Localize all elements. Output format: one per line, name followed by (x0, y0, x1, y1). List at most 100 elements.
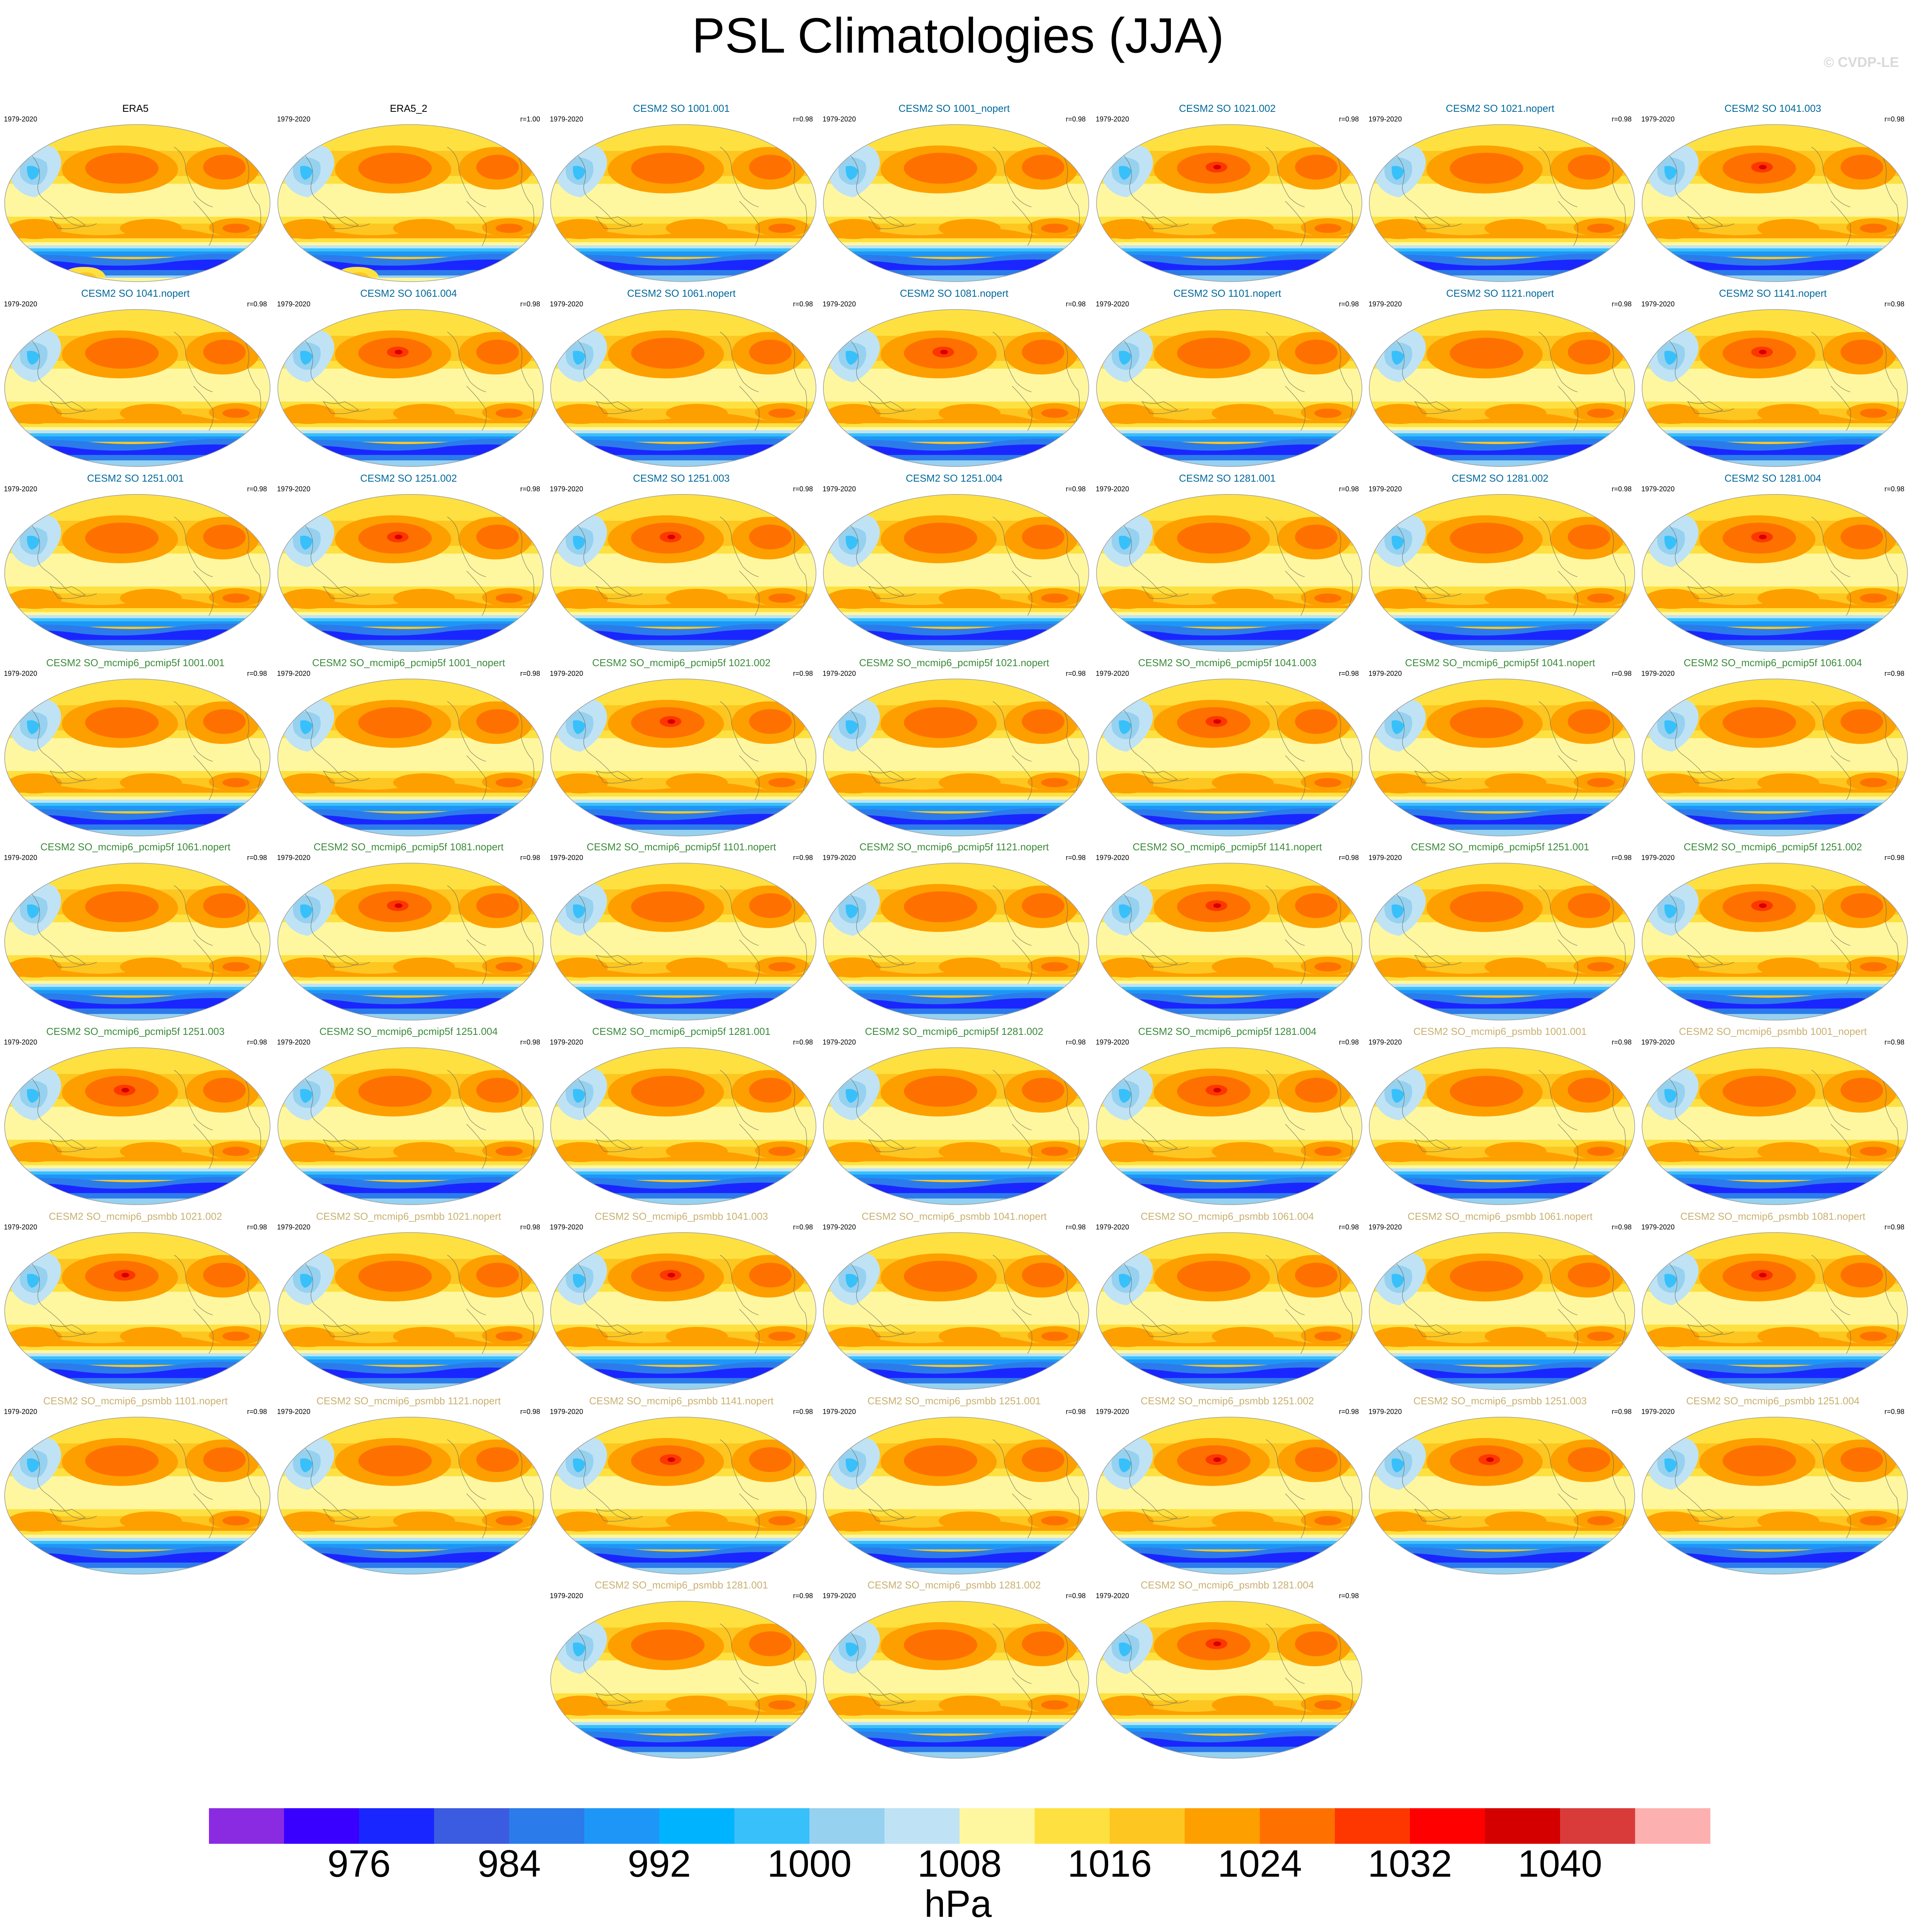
map-panel: CESM2 SO_mcmip6_pcmip5f 1121.nopert 1979-… (819, 841, 1090, 1023)
psl-map (1642, 494, 1908, 652)
panel-title: CESM2 SO_mcmip6_pcmip5f 1021.nopert (859, 657, 1049, 669)
map-panel: CESM2 SO_mcmip6_psmbb 1041.003 1979-2020 r… (546, 1210, 817, 1392)
panel-correlation: r=0.98 (247, 300, 267, 308)
map-panel: CESM2 SO 1281.002 1979-2020 r=0.98 (1365, 472, 1635, 654)
panel-correlation: r=0.98 (1066, 1592, 1086, 1600)
panel-years: 1979-2020 (4, 1038, 38, 1046)
psl-map (1369, 863, 1635, 1021)
panel-correlation: r=0.98 (1611, 300, 1632, 308)
map-panel: CESM2 SO_mcmip6_pcmip5f 1251.004 1979-202… (273, 1026, 544, 1207)
panel-years: 1979-2020 (1369, 854, 1402, 862)
page-title: PSL Climatologies (JJA) (692, 8, 1224, 63)
psl-map (4, 494, 270, 652)
panel-years: 1979-2020 (277, 485, 311, 493)
panel-correlation: r=0.98 (1884, 1223, 1904, 1231)
map-panel: CESM2 SO_mcmip6_psmbb 1001_nopert 1979-20… (1637, 1026, 1908, 1207)
panel-title: CESM2 SO 1061.004 (360, 287, 457, 299)
colorbar-swatch (1335, 1808, 1410, 1844)
panel-correlation: r=0.98 (793, 854, 813, 862)
panel-years: 1979-2020 (277, 854, 311, 862)
panel-title: CESM2 SO_mcmip6_psmbb 1121.nopert (316, 1395, 501, 1407)
panel-title: CESM2 SO 1121.nopert (1446, 287, 1554, 299)
watermark: © CVDP-LE (1824, 54, 1899, 70)
panel-title: CESM2 SO_mcmip6_psmbb 1101.nopert (43, 1395, 228, 1407)
panel-title: CESM2 SO_mcmip6_pcmip5f 1251.001 (1411, 841, 1589, 853)
panel-years: 1979-2020 (4, 115, 38, 123)
panel-years: 1979-2020 (550, 1223, 583, 1231)
panel-title: CESM2 SO 1001_nopert (898, 103, 1010, 114)
panel-years: 1979-2020 (277, 115, 311, 123)
colorbar-swatch (1260, 1808, 1335, 1844)
panel-years: 1979-2020 (1096, 485, 1129, 493)
panel-title: CESM2 SO_mcmip6_psmbb 1281.001 (594, 1579, 768, 1591)
panel-years: 1979-2020 (1641, 485, 1675, 493)
panel-correlation: r=0.98 (1884, 1038, 1904, 1046)
panel-years: 1979-2020 (1641, 670, 1675, 677)
psl-map (1369, 494, 1635, 652)
psl-map (4, 124, 270, 282)
panel-correlation: r=0.98 (1066, 854, 1086, 862)
psl-map (4, 1417, 270, 1575)
colorbar-tick-label: 976 (327, 1842, 391, 1885)
map-panel: CESM2 SO_mcmip6_pcmip5f 1281.001 1979-202… (546, 1026, 817, 1207)
panel-title: ERA5 (122, 103, 149, 114)
panel-years: 1979-2020 (1369, 1223, 1402, 1231)
panel-years: 1979-2020 (823, 670, 856, 677)
panel-correlation: r=0.98 (793, 485, 813, 493)
map-panel: CESM2 SO_mcmip6_pcmip5f 1281.004 1979-202… (1092, 1026, 1363, 1207)
panel-title: CESM2 SO_mcmip6_psmbb 1041.003 (594, 1210, 768, 1222)
panel-years: 1979-2020 (550, 1408, 583, 1416)
map-panel: CESM2 SO_mcmip6_psmbb 1021.nopert 1979-20… (273, 1210, 544, 1392)
panel-correlation: r=0.98 (1066, 485, 1086, 493)
psl-map (1096, 1601, 1362, 1759)
panel-years: 1979-2020 (1096, 300, 1129, 308)
panel-years: 1979-2020 (550, 115, 583, 123)
map-panel: CESM2 SO_mcmip6_pcmip5f 1041.nopert 1979-… (1365, 657, 1635, 839)
panel-years: 1979-2020 (550, 1592, 583, 1600)
colorbar-tick-label: 1000 (767, 1842, 852, 1885)
panel-correlation: r=0.98 (1884, 670, 1904, 677)
panel-title: CESM2 SO_mcmip6_psmbb 1041.nopert (861, 1210, 1047, 1222)
panel-years: 1979-2020 (1096, 1408, 1129, 1416)
map-panel: CESM2 SO_mcmip6_psmbb 1061.004 1979-2020 r… (1092, 1210, 1363, 1392)
colorbar-tick-label: 1016 (1067, 1842, 1152, 1885)
psl-map (1642, 1417, 1908, 1575)
panel-correlation: r=0.98 (1611, 1038, 1632, 1046)
psl-map (823, 1232, 1089, 1390)
panel-years: 1979-2020 (277, 1223, 311, 1231)
colorbar-units-label: hPa (924, 1882, 992, 1925)
panel-years: 1979-2020 (1369, 300, 1402, 308)
panel-correlation: r=0.98 (520, 300, 540, 308)
panel-title: CESM2 SO_mcmip6_pcmip5f 1041.003 (1138, 657, 1317, 669)
panel-years: 1979-2020 (550, 300, 583, 308)
panel-title: CESM2 SO_mcmip6_psmbb 1251.002 (1140, 1395, 1314, 1407)
panel-correlation: r=1.00 (520, 115, 540, 123)
map-panel: CESM2 SO_mcmip6_psmbb 1251.001 1979-2020 r… (819, 1395, 1090, 1577)
panel-title: CESM2 SO 1001.001 (633, 103, 730, 114)
colorbar-tick-label: 984 (477, 1842, 541, 1885)
panel-title: CESM2 SO_mcmip6_psmbb 1001_nopert (1679, 1026, 1867, 1037)
panel-correlation: r=0.98 (1611, 1408, 1632, 1416)
panel-years: 1979-2020 (1641, 1223, 1675, 1231)
psl-map (1642, 309, 1908, 467)
panel-years: 1979-2020 (277, 670, 311, 677)
map-panel: CESM2 SO_mcmip6_pcmip5f 1251.003 1979-202… (0, 1026, 271, 1207)
panel-years: 1979-2020 (823, 115, 856, 123)
panel-title: CESM2 SO_mcmip6_pcmip5f 1281.002 (865, 1026, 1044, 1037)
psl-map (1096, 679, 1362, 836)
map-panel: CESM2 SO 1081.nopert 1979-2020 r=0.98 (819, 287, 1090, 469)
panel-title: CESM2 SO 1021.002 (1179, 103, 1276, 114)
map-panel: CESM2 SO_mcmip6_pcmip5f 1041.003 1979-202… (1092, 657, 1363, 839)
panel-years: 1979-2020 (823, 1408, 856, 1416)
panel-years: 1979-2020 (1096, 115, 1129, 123)
colorbar-swatch (1635, 1808, 1711, 1844)
map-panel: CESM2 SO 1021.002 1979-2020 r=0.98 (1092, 103, 1363, 284)
panel-title: CESM2 SO_mcmip6_psmbb 1061.nopert (1407, 1210, 1593, 1222)
colorbar-swatch (1410, 1808, 1485, 1844)
panel-correlation: r=0.98 (520, 1408, 540, 1416)
psl-map (823, 1047, 1089, 1205)
psl-map (823, 1417, 1089, 1575)
map-panel: CESM2 SO_mcmip6_psmbb 1251.004 1979-2020 r… (1637, 1395, 1908, 1577)
psl-map (1369, 1232, 1635, 1390)
psl-map (277, 679, 544, 836)
